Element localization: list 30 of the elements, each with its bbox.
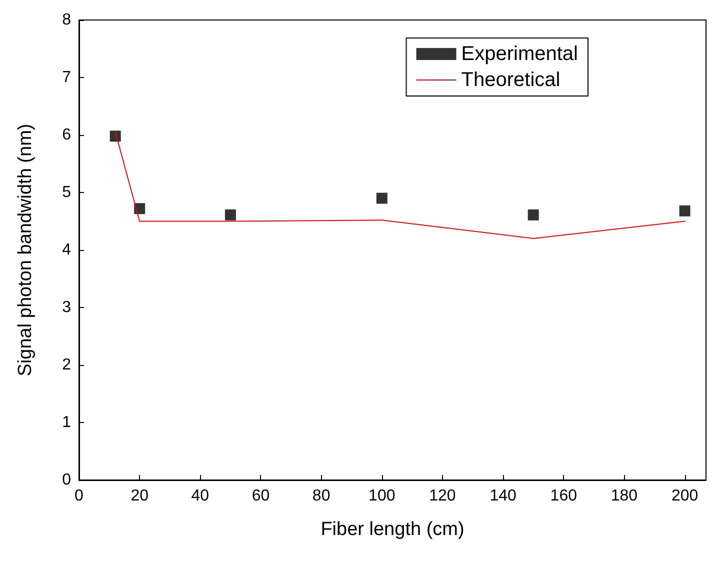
y-axis-title: Signal photon bandwidth (nm)	[15, 124, 36, 376]
x-tick-label: 180	[610, 488, 638, 504]
x-axis-title: Fiber length (cm)	[320, 519, 464, 540]
x-tick-label: 60	[252, 488, 270, 504]
y-tick-label: 6	[62, 126, 72, 144]
y-tick-label: 2	[62, 356, 72, 374]
y-tick-label: 1	[62, 414, 72, 431]
x-tick-label: 100	[368, 488, 396, 504]
point	[134, 203, 146, 214]
x-tick-label: 80	[312, 488, 330, 504]
y-tick-label: 8	[62, 12, 72, 28]
y-tick-label: 5	[62, 184, 72, 201]
point	[376, 192, 388, 204]
point	[224, 209, 236, 220]
point	[110, 130, 121, 142]
point	[528, 209, 539, 220]
x-tick-label: 140	[490, 488, 517, 504]
x-tick-label: 0	[74, 488, 84, 504]
x-tick-label: 40	[191, 488, 210, 504]
x-tick-label: 120	[429, 488, 456, 504]
x-tick-label: 200	[671, 488, 698, 504]
y-tick-label: 7	[62, 69, 72, 86]
legend-label: Experimental	[461, 43, 578, 65]
y-tick-label: 4	[62, 242, 72, 258]
y-tick-label: 3	[62, 299, 72, 316]
x-tick-label: 20	[130, 488, 149, 504]
legend-label: Theoretical	[461, 69, 560, 91]
y-tick-label: 0	[62, 472, 72, 488]
x-tick-label: 160	[550, 488, 578, 504]
point	[679, 205, 690, 216]
